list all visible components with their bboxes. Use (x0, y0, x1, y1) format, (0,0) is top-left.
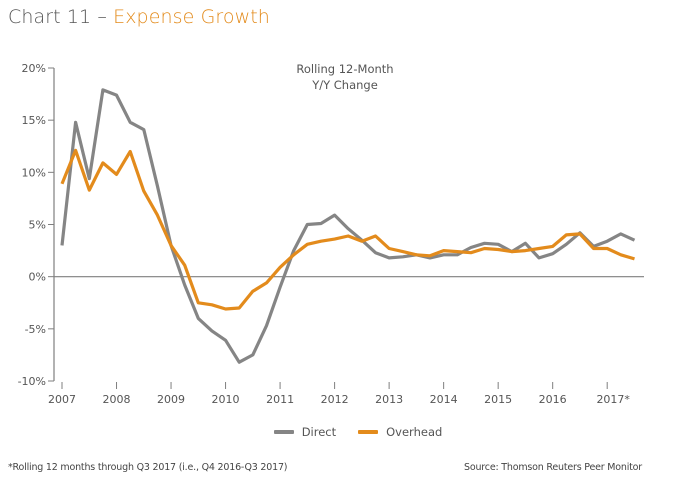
x-tick-label: 2016 (539, 393, 567, 406)
line-chart: 20% 15% 10% 5% 0% -5% -10%2007 2008 2009 2010 2011… (18, 62, 644, 406)
chart-title-accent: Expense Growth (113, 6, 270, 28)
source-note: Source: Thomson Reuters Peer Monitor (464, 462, 642, 473)
chart-title-lead: Chart 11 – (8, 6, 114, 28)
legend-swatch-overhead (358, 430, 379, 434)
x-tick-label: 2008 (103, 393, 131, 406)
legend-item-direct: Direct (273, 425, 337, 439)
series-line-overhead (60, 148, 635, 311)
legend-swatch-direct (273, 430, 294, 434)
chart-title: Chart 11 – Expense Growth (8, 6, 270, 28)
x-tick-label: 2010 (212, 393, 240, 406)
x-tick-label: 2014 (430, 393, 458, 406)
annotation-line-1: Rolling 12-Month (296, 62, 393, 76)
x-tick-label: 2013 (375, 393, 403, 406)
footnote: *Rolling 12 months through Q3 2017 (i.e.… (8, 462, 288, 473)
y-tick-label: -5% (25, 323, 46, 336)
annotation-line-2: Y/Y Change (311, 78, 378, 92)
x-tick-label: 2009 (157, 393, 185, 406)
y-tick-label: 10% (22, 166, 46, 179)
x-tick-label: 2017* (596, 393, 630, 406)
y-tick-label: 15% (22, 114, 46, 127)
series-line-direct (60, 88, 636, 364)
x-tick-label: 2012 (321, 393, 349, 406)
y-tick-label: 5% (29, 219, 46, 232)
y-tick-label: 0% (29, 271, 46, 284)
legend-item-overhead: Overhead (358, 425, 442, 439)
chart-annotation: Rolling 12-Month Y/Y Change (296, 62, 393, 92)
y-tick-label: 20% (22, 62, 46, 75)
y-tick-label: -10% (18, 375, 46, 388)
x-tick-label: 2007 (48, 393, 76, 406)
x-tick-label: 2015 (484, 393, 512, 406)
legend-label-overhead: Overhead (386, 425, 443, 439)
series-group (60, 88, 636, 364)
legend: Direct Overhead (0, 425, 696, 439)
x-tick-label: 2011 (266, 393, 294, 406)
axes: 20% 15% 10% 5% 0% -5% -10%2007 2008 2009 2010 2011… (18, 62, 644, 406)
legend-label-direct: Direct (301, 425, 337, 439)
